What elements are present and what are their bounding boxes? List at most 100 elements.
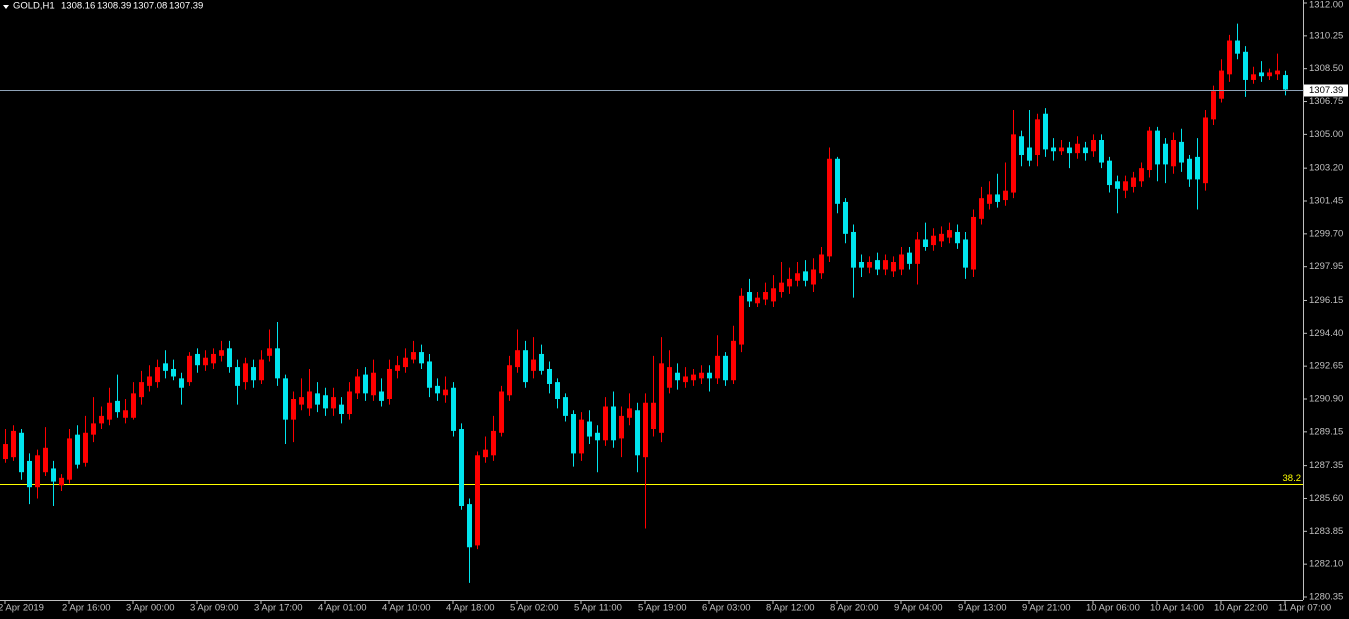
candle-body <box>979 198 984 219</box>
candle-body <box>795 273 800 281</box>
candle-body <box>955 231 960 244</box>
x-tick-label: 3 Apr 09:00 <box>190 603 239 614</box>
candle-body <box>907 252 912 264</box>
x-tick-label: 8 Apr 20:00 <box>830 603 879 614</box>
candle-body <box>459 429 464 506</box>
candle-body <box>1107 160 1112 186</box>
candle-body <box>3 444 8 460</box>
candle-body <box>843 201 848 234</box>
candle-body <box>1075 143 1080 154</box>
candle-body <box>723 355 728 381</box>
candle-body <box>51 468 56 482</box>
candle-body <box>1131 177 1136 187</box>
y-tick-label: 1294.40 <box>1309 328 1343 339</box>
candle-body <box>595 432 600 441</box>
candle-body <box>699 372 704 379</box>
x-tick-label: 5 Apr 02:00 <box>510 603 559 614</box>
candle-body <box>187 355 192 383</box>
y-tick-label: 1308.50 <box>1309 63 1343 74</box>
candle-body <box>931 235 936 246</box>
x-tick-label: 2 Apr 2019 <box>0 603 44 614</box>
candle-body <box>507 365 512 396</box>
y-tick-label: 1282.10 <box>1309 559 1343 570</box>
candle-body <box>75 434 80 465</box>
candle-body <box>715 355 720 379</box>
candle-body <box>43 447 48 473</box>
x-tick-label: 2 Apr 16:00 <box>62 603 111 614</box>
x-tick-label: 9 Apr 13:00 <box>958 603 1007 614</box>
x-tick-label: 10 Apr 06:00 <box>1086 603 1140 614</box>
candle-body <box>1051 147 1056 152</box>
candle-body <box>259 359 264 381</box>
y-tick-label: 1310.25 <box>1309 30 1343 41</box>
candle-body <box>515 350 520 368</box>
y-tick-label: 1289.15 <box>1309 426 1343 437</box>
candle-body <box>683 376 688 383</box>
x-tick-label: 5 Apr 11:00 <box>574 603 622 614</box>
candle-body <box>299 397 304 405</box>
candle-body <box>195 353 200 366</box>
candle-body <box>291 399 296 420</box>
candle-body <box>19 432 24 473</box>
candle-body <box>627 408 632 418</box>
candle-body <box>987 194 992 204</box>
y-tick-label: 1280.35 <box>1309 592 1343 603</box>
candle-body <box>83 432 88 463</box>
candle-body <box>867 261 872 268</box>
candle-body <box>1067 147 1072 154</box>
candle-body <box>251 367 256 381</box>
candle-body <box>139 382 144 398</box>
candle-body <box>499 391 504 433</box>
candle-body <box>707 372 712 379</box>
candle-body <box>211 353 216 364</box>
candle-body <box>1019 136 1024 156</box>
candle-body <box>107 402 112 420</box>
candle-body <box>491 430 496 456</box>
y-tick-label: 1299.70 <box>1309 228 1343 239</box>
y-tick-label: 1285.60 <box>1309 493 1343 504</box>
candle-body <box>691 374 696 381</box>
header-low: 1307.08 <box>133 1 167 12</box>
candle-body <box>939 233 944 242</box>
candle-body <box>419 352 424 364</box>
candle-body <box>59 477 64 486</box>
candle-body <box>1179 141 1184 163</box>
header-high: 1308.39 <box>97 1 131 12</box>
candle-body <box>875 260 880 270</box>
candle-body <box>771 288 776 302</box>
candle-body <box>1251 74 1256 80</box>
x-tick-label: 11 Apr 07:00 <box>1278 603 1331 614</box>
candle-body <box>611 406 616 441</box>
candle-body <box>787 278 792 287</box>
candle-body <box>331 397 336 409</box>
candles <box>3 23 1288 583</box>
candle-body <box>1275 70 1280 75</box>
y-tick-label: 1283.85 <box>1309 526 1343 537</box>
candle-body <box>995 194 1000 202</box>
candle-body <box>619 415 624 439</box>
x-tick-label: 3 Apr 17:00 <box>254 603 303 614</box>
candle-body <box>379 391 384 401</box>
candle-body <box>835 158 840 204</box>
x-tick-label: 8 Apr 12:00 <box>766 603 815 614</box>
candle-body <box>363 374 368 394</box>
candle-body <box>947 230 952 238</box>
y-tick-label: 1312.00 <box>1309 0 1343 11</box>
menu-arrow[interactable] <box>3 5 9 9</box>
candle-body <box>747 292 752 302</box>
candle-body <box>435 385 440 394</box>
candle-body <box>1227 40 1232 75</box>
candle-body <box>571 414 576 454</box>
candle-body <box>827 158 832 257</box>
candle-body <box>1235 40 1240 54</box>
candle-body <box>1243 51 1248 80</box>
candle-body <box>1155 130 1160 165</box>
candle-body <box>891 261 896 272</box>
candle-body <box>1139 168 1144 182</box>
candle-body <box>1123 181 1128 191</box>
x-tick-label: 3 Apr 00:00 <box>126 603 175 614</box>
candle-body <box>563 397 568 416</box>
candle-body <box>539 353 544 371</box>
x-tick-label: 9 Apr 21:00 <box>1022 603 1071 614</box>
